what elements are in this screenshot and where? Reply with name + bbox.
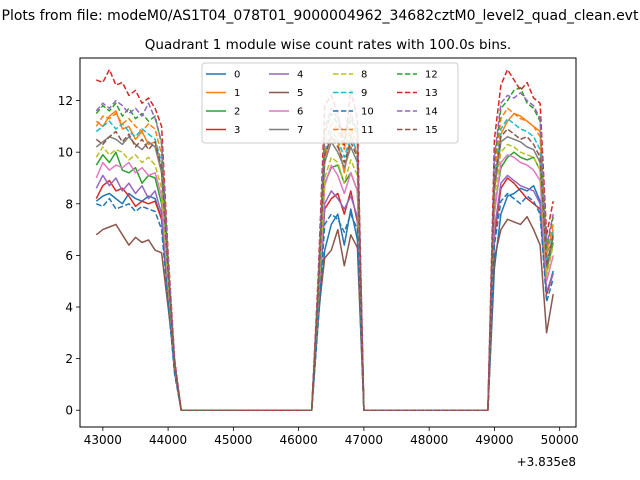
legend-label-13: 13 bbox=[425, 88, 438, 99]
figure-suptitle: Plots from file: modeM0/AS1T04_078T01_90… bbox=[2, 8, 639, 24]
legend-label-11: 11 bbox=[361, 125, 374, 136]
y-tick-label: 4 bbox=[65, 301, 73, 315]
series-line-6 bbox=[95, 154, 554, 411]
series-line-4 bbox=[95, 174, 554, 411]
legend-label-9: 9 bbox=[361, 88, 367, 99]
y-tick-label: 10 bbox=[58, 146, 73, 160]
series-line-15 bbox=[95, 128, 554, 411]
y-tick-label: 12 bbox=[58, 94, 73, 108]
y-tick-label: 6 bbox=[65, 249, 73, 263]
legend-label-12: 12 bbox=[425, 70, 438, 81]
legend-label-15: 15 bbox=[425, 125, 438, 136]
x-tick-label: 43000 bbox=[84, 433, 122, 447]
legend-label-14: 14 bbox=[425, 107, 438, 118]
legend-label-4: 4 bbox=[297, 70, 303, 81]
legend-box bbox=[201, 62, 459, 144]
legend-label-5: 5 bbox=[297, 88, 303, 99]
series-line-10 bbox=[96, 192, 554, 411]
series-line-14 bbox=[95, 92, 554, 411]
series-line-12 bbox=[95, 86, 554, 411]
legend-label-0: 0 bbox=[234, 70, 240, 81]
series-line-8 bbox=[95, 143, 554, 411]
x-tick-label: 47000 bbox=[345, 433, 383, 447]
x-tick-label: 48000 bbox=[410, 433, 448, 447]
legend-label-3: 3 bbox=[234, 125, 240, 136]
legend-label-7: 7 bbox=[297, 125, 303, 136]
y-tick-label: 2 bbox=[65, 352, 73, 366]
chart-title: Quadrant 1 module wise count rates with … bbox=[145, 37, 511, 53]
plot-frame bbox=[79, 57, 577, 428]
x-tick-label: 49000 bbox=[475, 433, 513, 447]
x-axis: 43000 44000 45000 46000 47000 48000 49000 50000 bbox=[84, 427, 579, 447]
legend-label-1: 1 bbox=[234, 88, 240, 99]
x-tick-label: 50000 bbox=[541, 433, 579, 447]
series-line-5 bbox=[95, 215, 554, 411]
legend-label-8: 8 bbox=[361, 70, 367, 81]
x-tick-label: 44000 bbox=[149, 433, 187, 447]
legend-label-10: 10 bbox=[361, 107, 374, 118]
series-line-3 bbox=[95, 177, 554, 411]
y-axis: 0 2 4 6 8 10 12 bbox=[58, 94, 80, 418]
x-offset-label: +3.835e8 bbox=[517, 455, 576, 469]
legend-label-6: 6 bbox=[297, 107, 303, 118]
legend-label-2: 2 bbox=[234, 107, 240, 118]
series-line-0 bbox=[95, 184, 554, 411]
x-tick-label: 45000 bbox=[214, 433, 252, 447]
y-tick-label: 8 bbox=[65, 197, 73, 211]
y-tick-label: 0 bbox=[65, 404, 73, 418]
x-tick-label: 46000 bbox=[280, 433, 318, 447]
